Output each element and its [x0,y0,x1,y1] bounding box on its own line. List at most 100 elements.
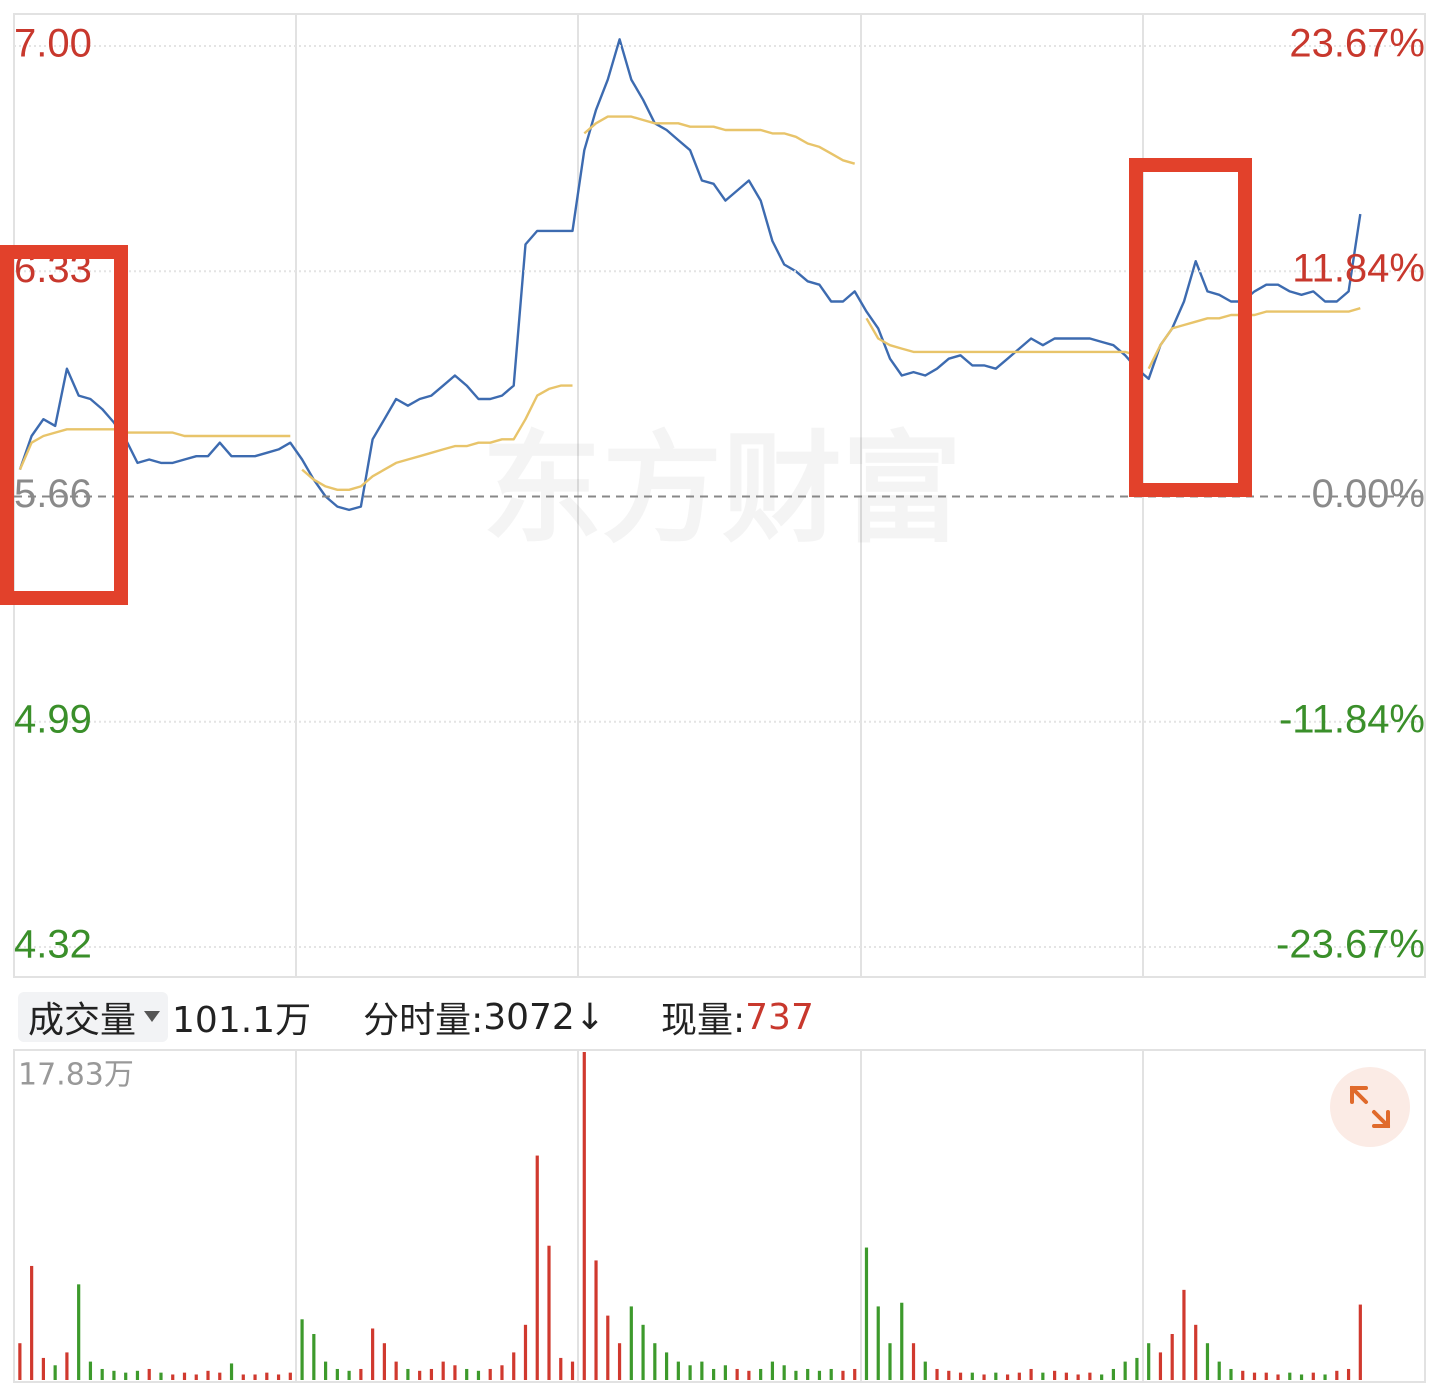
volume-bar [900,1302,904,1380]
volume-bar [241,1374,245,1380]
y2-tick-label: 11.84% [1292,247,1425,291]
volume-bar [500,1365,504,1380]
volume-bar [206,1370,210,1380]
volume-bar [947,1370,951,1380]
volume-bar [641,1324,645,1380]
volume-bar [88,1361,93,1380]
volume-bar [829,1368,833,1380]
volume-bar [1252,1372,1257,1380]
volume-bar [312,1334,316,1380]
volume-bar [594,1260,598,1380]
y2-tick-label: 0.00% [1312,472,1425,516]
current-volume: 737 [745,996,814,1038]
average-line [583,115,856,165]
volume-bar [1288,1372,1292,1380]
volume-bar [194,1374,198,1380]
volume-bar [53,1365,57,1380]
highlight-box [0,245,128,605]
volume-bar [18,1343,22,1380]
volume-bar [1076,1374,1080,1380]
volume-bar [876,1306,880,1380]
volume-bar [1053,1370,1057,1380]
volume-bar [406,1368,410,1380]
volume-bar [488,1368,492,1380]
volume-bar [1005,1374,1010,1380]
y-tick-label: 7.00 [14,22,92,66]
average-line [1147,307,1361,370]
volume-bar [1217,1361,1221,1380]
volume-bar [253,1374,257,1380]
volume-bar [112,1370,116,1380]
current-volume-label: 现量: [661,1000,746,1041]
volume-bar [664,1352,669,1380]
y-tick-label: 4.32 [14,923,92,967]
volume-bar [382,1343,386,1380]
watermark: 东方财富 [482,421,962,560]
volume-toolbar: 成交量 101.1万 分时量: 3072 ↓ 现量: 737 [18,992,814,1042]
volume-bar [465,1368,469,1380]
volume-bar [747,1370,751,1380]
volume-bar [1346,1368,1351,1380]
volume-bar [30,1265,34,1380]
y2-tick-label: -23.67% [1276,923,1425,967]
volume-bar [218,1372,222,1380]
volume-bar [570,1361,575,1380]
volume-bar [229,1363,234,1380]
volume-bar [512,1352,516,1380]
volume-bar [547,1245,551,1380]
indicator-dropdown[interactable]: 成交量 [18,992,169,1042]
volume-bar [1241,1370,1245,1380]
annotations [0,158,1252,605]
average-line [18,428,291,471]
volume-bar [1323,1374,1327,1380]
y2-tick-label: 23.67% [1289,22,1425,66]
day-separators [295,14,1144,1382]
volume-bar [1111,1368,1116,1380]
volume-bar [853,1368,857,1380]
volume-bar [1029,1368,1033,1380]
tick-layer: 7.006.335.664.994.3223.67%11.84%0.00%-11… [14,22,1425,1093]
volume-bar [759,1368,763,1380]
volume-bar [41,1357,45,1380]
volume-bar [535,1155,539,1380]
volume-bar [476,1370,481,1380]
dropdown-label[interactable]: 成交量 [28,1000,137,1041]
volume-bar [935,1368,939,1380]
volume-bar [688,1365,692,1380]
volume-bar [323,1361,328,1380]
volume-bar [817,1370,822,1380]
average-line [301,384,573,491]
volume-bar [335,1368,339,1380]
volume-bar [923,1361,927,1380]
volume-bar [770,1361,775,1380]
volume-bar [77,1284,81,1380]
period-volume: 3072 [483,996,575,1038]
expand-button[interactable] [1330,1067,1410,1147]
average-line [865,317,1138,357]
expand-icon[interactable] [1350,1086,1390,1128]
volume-bar [1335,1370,1339,1380]
volume-bar [676,1361,680,1380]
y-tick-label: 17.83万 [18,1058,134,1093]
volume-bar [864,1247,869,1380]
dropdown-caret[interactable] [144,1011,161,1023]
volume-bar [429,1368,434,1380]
volume-bar [1229,1368,1233,1380]
volume-bar [1264,1372,1268,1380]
volume-bar [347,1370,351,1380]
volume-bar [265,1372,269,1380]
volume-bar [1358,1304,1362,1380]
volume-bar [300,1319,304,1380]
volume-bar [841,1370,845,1380]
volume-bar [171,1374,175,1380]
volume-bar [288,1372,292,1380]
volume-bar [653,1343,657,1380]
volume-bar [958,1372,963,1380]
volume-bar [441,1361,445,1380]
expand-bg[interactable] [1330,1067,1410,1147]
volume-bar [124,1372,128,1380]
volume-bar [65,1352,69,1380]
volume-bar [453,1365,457,1380]
volume-bar [911,1343,916,1380]
